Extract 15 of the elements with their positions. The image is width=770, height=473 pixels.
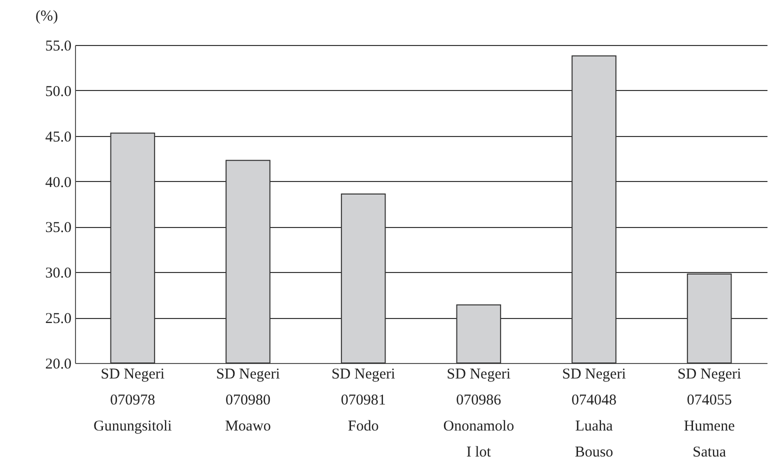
- y-tick-label: 50.0: [45, 84, 72, 100]
- y-tick-label: 35.0: [45, 220, 72, 236]
- x-tick-label: SD Negeri 070981 Fodo: [331, 366, 396, 434]
- x-tick-label: SD Negeri 074055 Humene Satua: [677, 366, 742, 460]
- x-tick-label: SD Negeri 070986 Ononamolo I lot: [443, 366, 514, 460]
- y-tick-label: 20.0: [45, 356, 72, 372]
- y-tick-label: 45.0: [45, 129, 72, 146]
- y-tick-label: 30.0: [45, 266, 72, 282]
- y-axis-title: (%): [36, 8, 58, 24]
- y-tick-label: 25.0: [45, 311, 72, 328]
- y-tick-label: 40.0: [45, 174, 72, 191]
- y-tick-label: 55.0: [45, 38, 72, 54]
- x-tick-label: SD Negeri 070980 Moawo: [216, 366, 280, 434]
- x-tick-label: SD Negeri 074048 Luaha Bouso: [562, 366, 626, 460]
- x-tick-label: SD Negeri 070978 Gunungsitoli: [93, 366, 172, 434]
